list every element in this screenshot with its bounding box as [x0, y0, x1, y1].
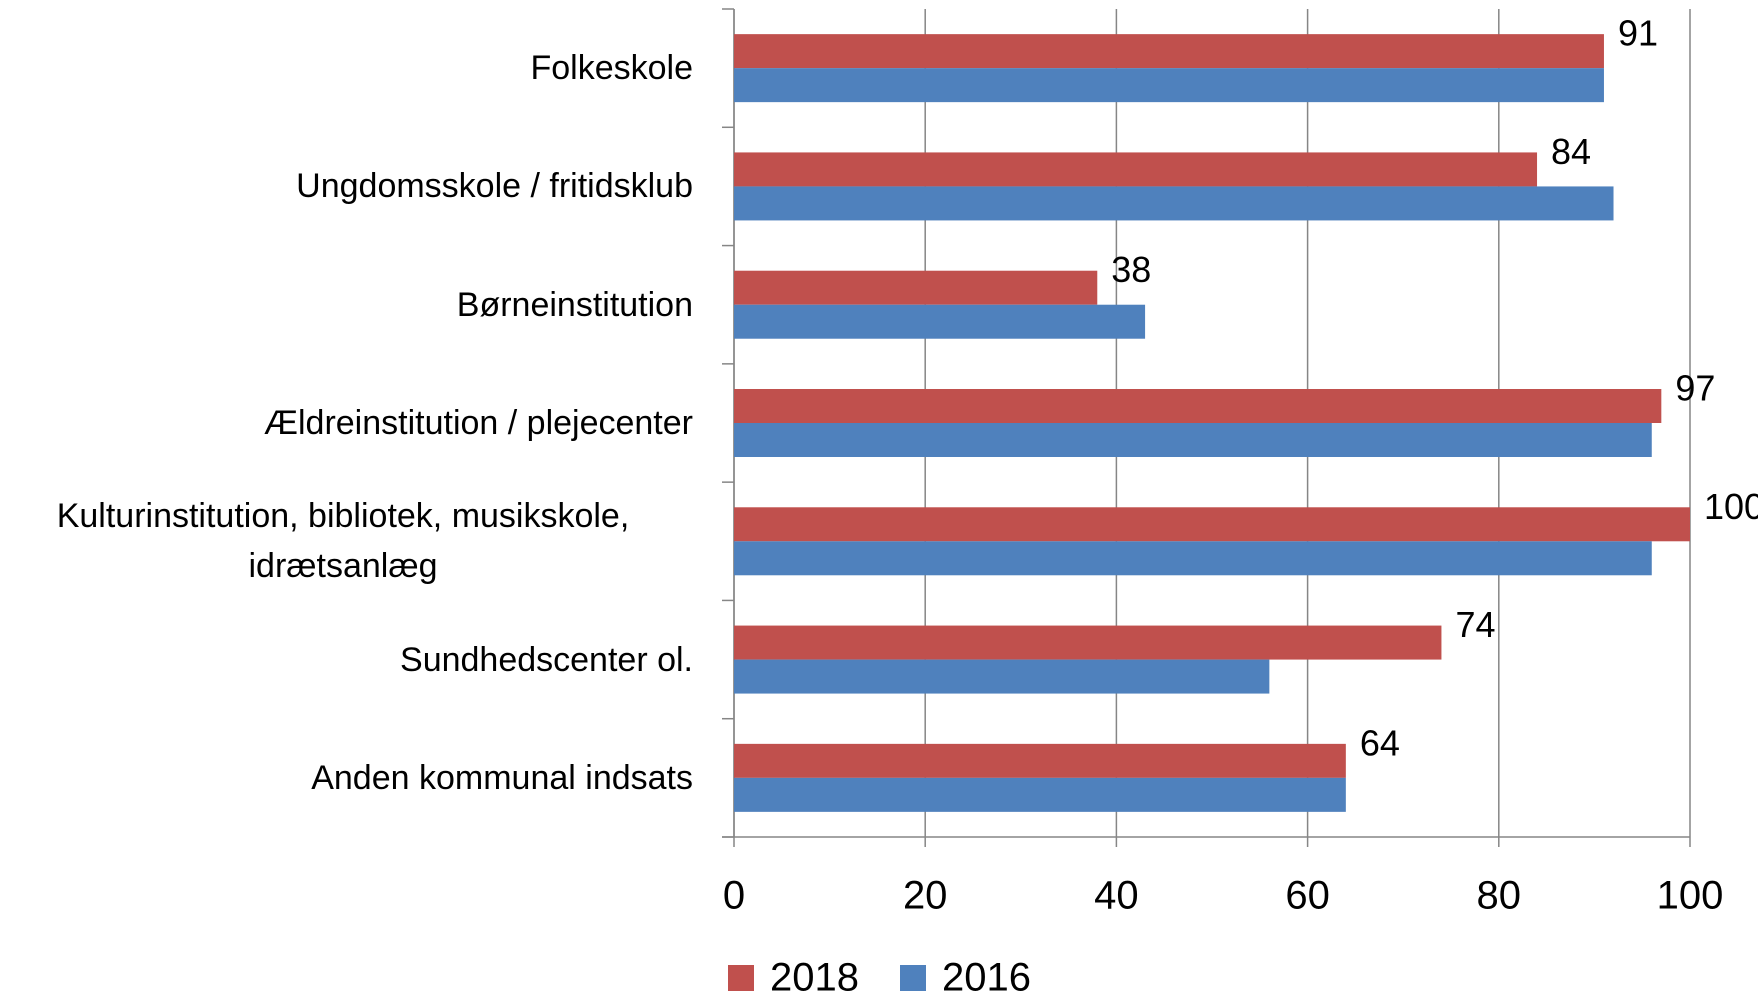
legend-label: 2018 [770, 956, 859, 992]
bar [734, 389, 1662, 423]
bar [734, 659, 1270, 694]
x-tick-label: 20 [903, 874, 948, 918]
bar [734, 777, 1346, 812]
value-label: 84 [1551, 131, 1591, 172]
x-tick-label: 60 [1285, 874, 1330, 918]
bar [734, 186, 1614, 221]
y-tick-label: Anden kommunal indsats [0, 753, 693, 803]
x-tick-label: 100 [1657, 874, 1724, 918]
legend-label: 2016 [942, 956, 1031, 992]
bar [734, 423, 1652, 457]
bar [734, 68, 1604, 103]
y-tick-label-text: Kulturinstitution, bibliotek, musikskole… [56, 497, 630, 586]
value-label: 64 [1360, 722, 1400, 763]
x-tick-label: 40 [1094, 874, 1139, 918]
y-tick-label: Kulturinstitution, bibliotek, musikskole… [0, 491, 693, 591]
y-tick-label-text: Folkeskole [530, 49, 693, 88]
value-label: 74 [1455, 604, 1495, 645]
y-tick-label-text: Børneinstitution [456, 285, 693, 324]
y-tick-label: Sundhedscenter ol. [0, 635, 693, 685]
x-tick-label: 0 [723, 874, 745, 918]
value-label: 100 [1704, 486, 1758, 527]
y-tick-label: Folkeskole [0, 43, 693, 93]
legend-swatch [728, 965, 754, 991]
bar [734, 152, 1538, 187]
y-tick-label-text: Ungdomsskole / fritidsklub [296, 167, 693, 206]
y-tick-label-text: Anden kommunal indsats [311, 758, 693, 797]
y-tick-label: Ældreinstitution / plejecenter [0, 398, 693, 448]
bar [734, 625, 1442, 660]
y-tick-label-text: Sundhedscenter ol. [400, 640, 693, 679]
y-tick-label: Børneinstitution [0, 280, 693, 330]
legend-swatch [900, 965, 926, 991]
y-tick-label: Ungdomsskole / fritidsklub [0, 161, 693, 211]
value-label: 38 [1111, 249, 1151, 290]
value-label: 91 [1618, 13, 1658, 54]
bar [734, 743, 1346, 778]
bar [734, 541, 1652, 576]
value-label: 97 [1675, 368, 1715, 409]
bar [734, 304, 1146, 339]
bar [734, 270, 1098, 305]
x-tick-label: 80 [1477, 874, 1522, 918]
y-tick-label-text: Ældreinstitution / plejecenter [263, 404, 693, 442]
bar [734, 34, 1604, 69]
bar [734, 507, 1690, 542]
